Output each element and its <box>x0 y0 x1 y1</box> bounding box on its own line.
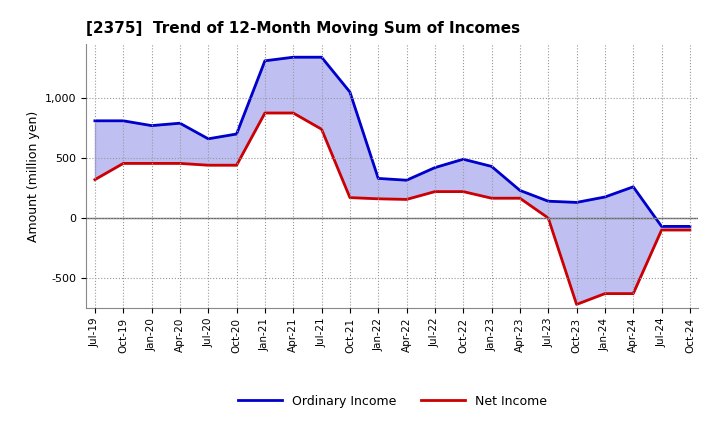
Net Income <box>346 195 354 200</box>
Net Income <box>148 161 156 166</box>
Ordinary Income <box>289 55 297 60</box>
Net Income <box>318 127 326 132</box>
Ordinary Income <box>402 178 411 183</box>
Ordinary Income <box>318 55 326 60</box>
Ordinary Income <box>148 123 156 128</box>
Ordinary Income <box>516 188 524 193</box>
Ordinary Income <box>431 165 439 170</box>
Net Income <box>572 302 581 307</box>
Ordinary Income <box>374 176 382 181</box>
Net Income <box>544 215 552 220</box>
Ordinary Income <box>544 198 552 204</box>
Net Income <box>657 227 666 233</box>
Ordinary Income <box>459 157 467 162</box>
Net Income <box>629 291 637 296</box>
Ordinary Income <box>261 58 269 63</box>
Net Income <box>516 195 524 201</box>
Net Income <box>600 291 609 296</box>
Ordinary Income <box>119 118 127 124</box>
Net Income <box>374 196 382 202</box>
Net Income <box>487 195 496 201</box>
Ordinary Income <box>91 118 99 124</box>
Net Income <box>402 197 411 202</box>
Ordinary Income <box>204 136 212 141</box>
Net Income <box>459 189 467 194</box>
Ordinary Income <box>685 224 694 229</box>
Ordinary Income <box>572 200 581 205</box>
Net Income <box>685 227 694 233</box>
Ordinary Income <box>176 121 184 126</box>
Net Income <box>119 161 127 166</box>
Net Income <box>176 161 184 166</box>
Legend: Ordinary Income, Net Income: Ordinary Income, Net Income <box>233 390 552 413</box>
Ordinary Income <box>657 224 666 229</box>
Line: Ordinary Income: Ordinary Income <box>95 57 690 227</box>
Y-axis label: Amount (million yen): Amount (million yen) <box>27 110 40 242</box>
Net Income <box>233 162 241 168</box>
Net Income <box>431 189 439 194</box>
Net Income <box>91 177 99 182</box>
Ordinary Income <box>346 89 354 95</box>
Net Income <box>289 110 297 116</box>
Ordinary Income <box>629 184 637 190</box>
Ordinary Income <box>600 194 609 200</box>
Net Income <box>204 162 212 168</box>
Line: Net Income: Net Income <box>95 113 690 304</box>
Net Income <box>261 110 269 116</box>
Ordinary Income <box>233 132 241 137</box>
Ordinary Income <box>487 164 496 169</box>
Text: [2375]  Trend of 12-Month Moving Sum of Incomes: [2375] Trend of 12-Month Moving Sum of I… <box>86 21 521 36</box>
